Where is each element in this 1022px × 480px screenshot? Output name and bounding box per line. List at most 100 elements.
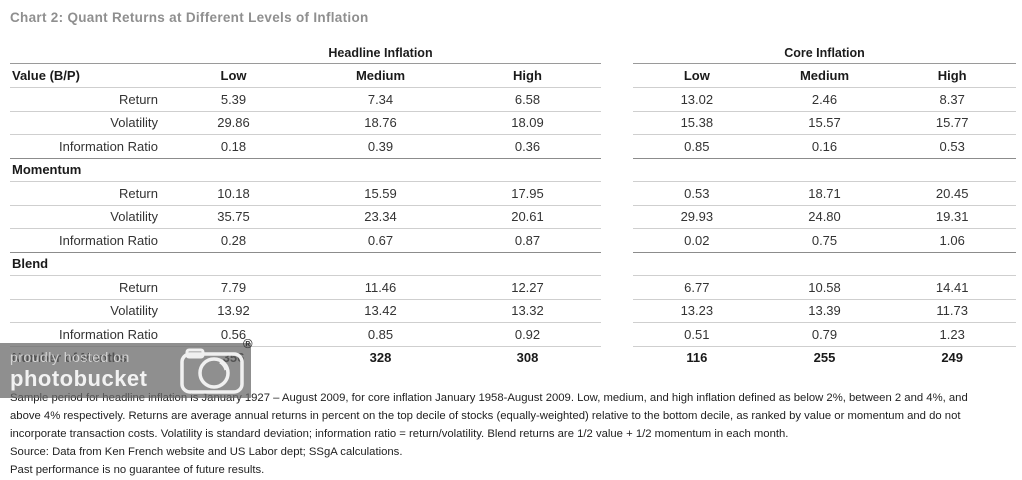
table-row: Return 10.18 15.59 17.95 [10,181,601,205]
cell-value: 29.93 [680,209,714,225]
footnote-source-line: Source: Data from Ken French website and… [10,446,403,458]
cell-value: 6.58 [514,91,541,107]
footnote-line: above 4% respectively. Returns are avera… [10,410,961,422]
core-inflation-table: Core Inflation Low Medium High 13.02 2.4… [633,42,1016,369]
cell-value: 13.02 [680,91,714,107]
column-header-row: Low Medium High [633,63,1016,87]
cell-value: 20.61 [511,209,544,225]
cell-total: 255 [813,350,836,366]
table-row: Return 5.39 7.34 6.58 [10,87,601,111]
page-title: Chart 2: Quant Returns at Different Leve… [10,10,369,25]
col-header-medium: Medium [355,68,406,83]
row-label: Return [118,185,158,201]
table-row: 0.85 0.16 0.53 [633,134,1016,158]
cell-total: 116 [686,350,708,366]
cell-value: 14.41 [935,279,969,295]
cell-value: 15.77 [935,115,969,131]
cell-value: 35.75 [217,209,250,225]
col-header-medium: Medium [799,68,850,83]
section-header-momentum: Momentum [10,157,601,182]
registered-trademark-symbol: ® [243,336,253,351]
cell-value: 11.46 [364,279,397,295]
row-label: Return [118,279,158,295]
cell-value: 0.02 [684,232,710,248]
cell-value: 18.76 [364,115,397,131]
col-header-low: Low [220,68,247,83]
cell-value: 0.75 [811,232,838,248]
footnote: Sample period for headline inflation is … [10,389,1018,479]
cell-value: 0.56 [220,326,247,342]
photobucket-logo-text: photobucket [10,366,148,391]
table-row: 13.02 2.46 8.37 [633,87,1016,111]
table-row: Information Ratio 0.18 0.39 0.36 [10,134,601,158]
cell-value: 0.51 [684,326,710,342]
watermark-text: proudly hosted on photobucket [0,349,179,392]
cell-value: 18.71 [808,185,841,201]
group-header-row: Core Inflation [633,42,1016,63]
cell-value: 0.39 [367,138,394,154]
cell-value: 24.80 [808,209,841,225]
cell-value: 2.46 [811,91,838,107]
section-label-value: Value (B/P) [12,68,80,83]
table-row: 6.77 10.58 14.41 [633,275,1016,299]
row-label: Volatility [110,115,158,131]
table-row: Volatility 13.92 13.42 13.32 [10,298,601,323]
footnote-line: incorporate transaction costs. Volatilit… [10,428,789,440]
table-row: 0.02 0.75 1.06 [633,228,1016,252]
cell-value: 13.32 [511,303,544,319]
camera-icon [180,348,244,394]
cell-value: 7.79 [220,279,247,295]
cell-value: 8.37 [939,91,965,107]
table-row: Volatility 35.75 23.34 20.61 [10,204,601,229]
cell-value: 0.87 [514,232,541,248]
cell-value: 13.23 [680,303,714,319]
group-header-headline: Headline Inflation [328,45,433,60]
cell-value: 0.79 [811,326,838,342]
table-row: 0.53 18.71 20.45 [633,181,1016,205]
table-row: Information Ratio 0.56 0.85 0.92 [10,322,601,346]
cell-value: 6.77 [684,279,710,295]
col-header-low: Low [683,68,710,83]
column-header-row: Value (B/P) Low Medium High [10,63,601,87]
cell-value: 0.92 [514,326,541,342]
cell-value: 1.06 [939,232,965,248]
photobucket-watermark: proudly hosted on photobucket [0,343,251,398]
watermark-tagline: proudly hosted on [10,349,130,365]
cell-value: 15.59 [364,185,397,201]
cell-total: 249 [941,350,964,366]
totals-row: 116 255 249 [633,345,1016,370]
group-header-core: Core Inflation [784,45,865,60]
table-row: 15.38 15.57 15.77 [633,110,1016,135]
cell-value: 0.18 [220,138,247,154]
cell-value: 11.73 [936,303,968,319]
cell-value: 13.42 [364,303,397,319]
headline-inflation-table: Headline Inflation Value (B/P) Low Mediu… [10,42,601,369]
row-label: Volatility [110,303,158,319]
cell-value: 0.16 [811,138,838,154]
table-row: Volatility 29.86 18.76 18.09 [10,110,601,135]
cell-value: 13.92 [217,303,250,319]
row-label: Return [118,91,158,107]
cell-value: 15.38 [680,115,714,131]
cell-value: 19.31 [935,209,969,225]
row-label: Information Ratio [59,326,158,342]
cell-value: 12.27 [511,279,544,295]
cell-value: 0.85 [367,326,394,342]
cell-value: 0.67 [367,232,394,248]
row-label: Information Ratio [59,138,158,154]
cell-value: 0.53 [684,185,710,201]
spacer-row [633,251,1016,276]
cell-value: 0.36 [514,138,541,154]
cell-value: 20.45 [935,185,969,201]
row-label: Information Ratio [59,232,158,248]
cell-value: 10.18 [217,185,250,201]
cell-total: 308 [516,350,539,366]
cell-value: 0.85 [684,138,710,154]
cell-value: 10.58 [808,279,841,295]
cell-value: 29.86 [217,115,250,131]
table-row: Return 7.79 11.46 12.27 [10,275,601,299]
section-header-blend: Blend [10,251,601,276]
cell-value: 0.53 [939,138,965,154]
table-row: 0.51 0.79 1.23 [633,322,1016,346]
